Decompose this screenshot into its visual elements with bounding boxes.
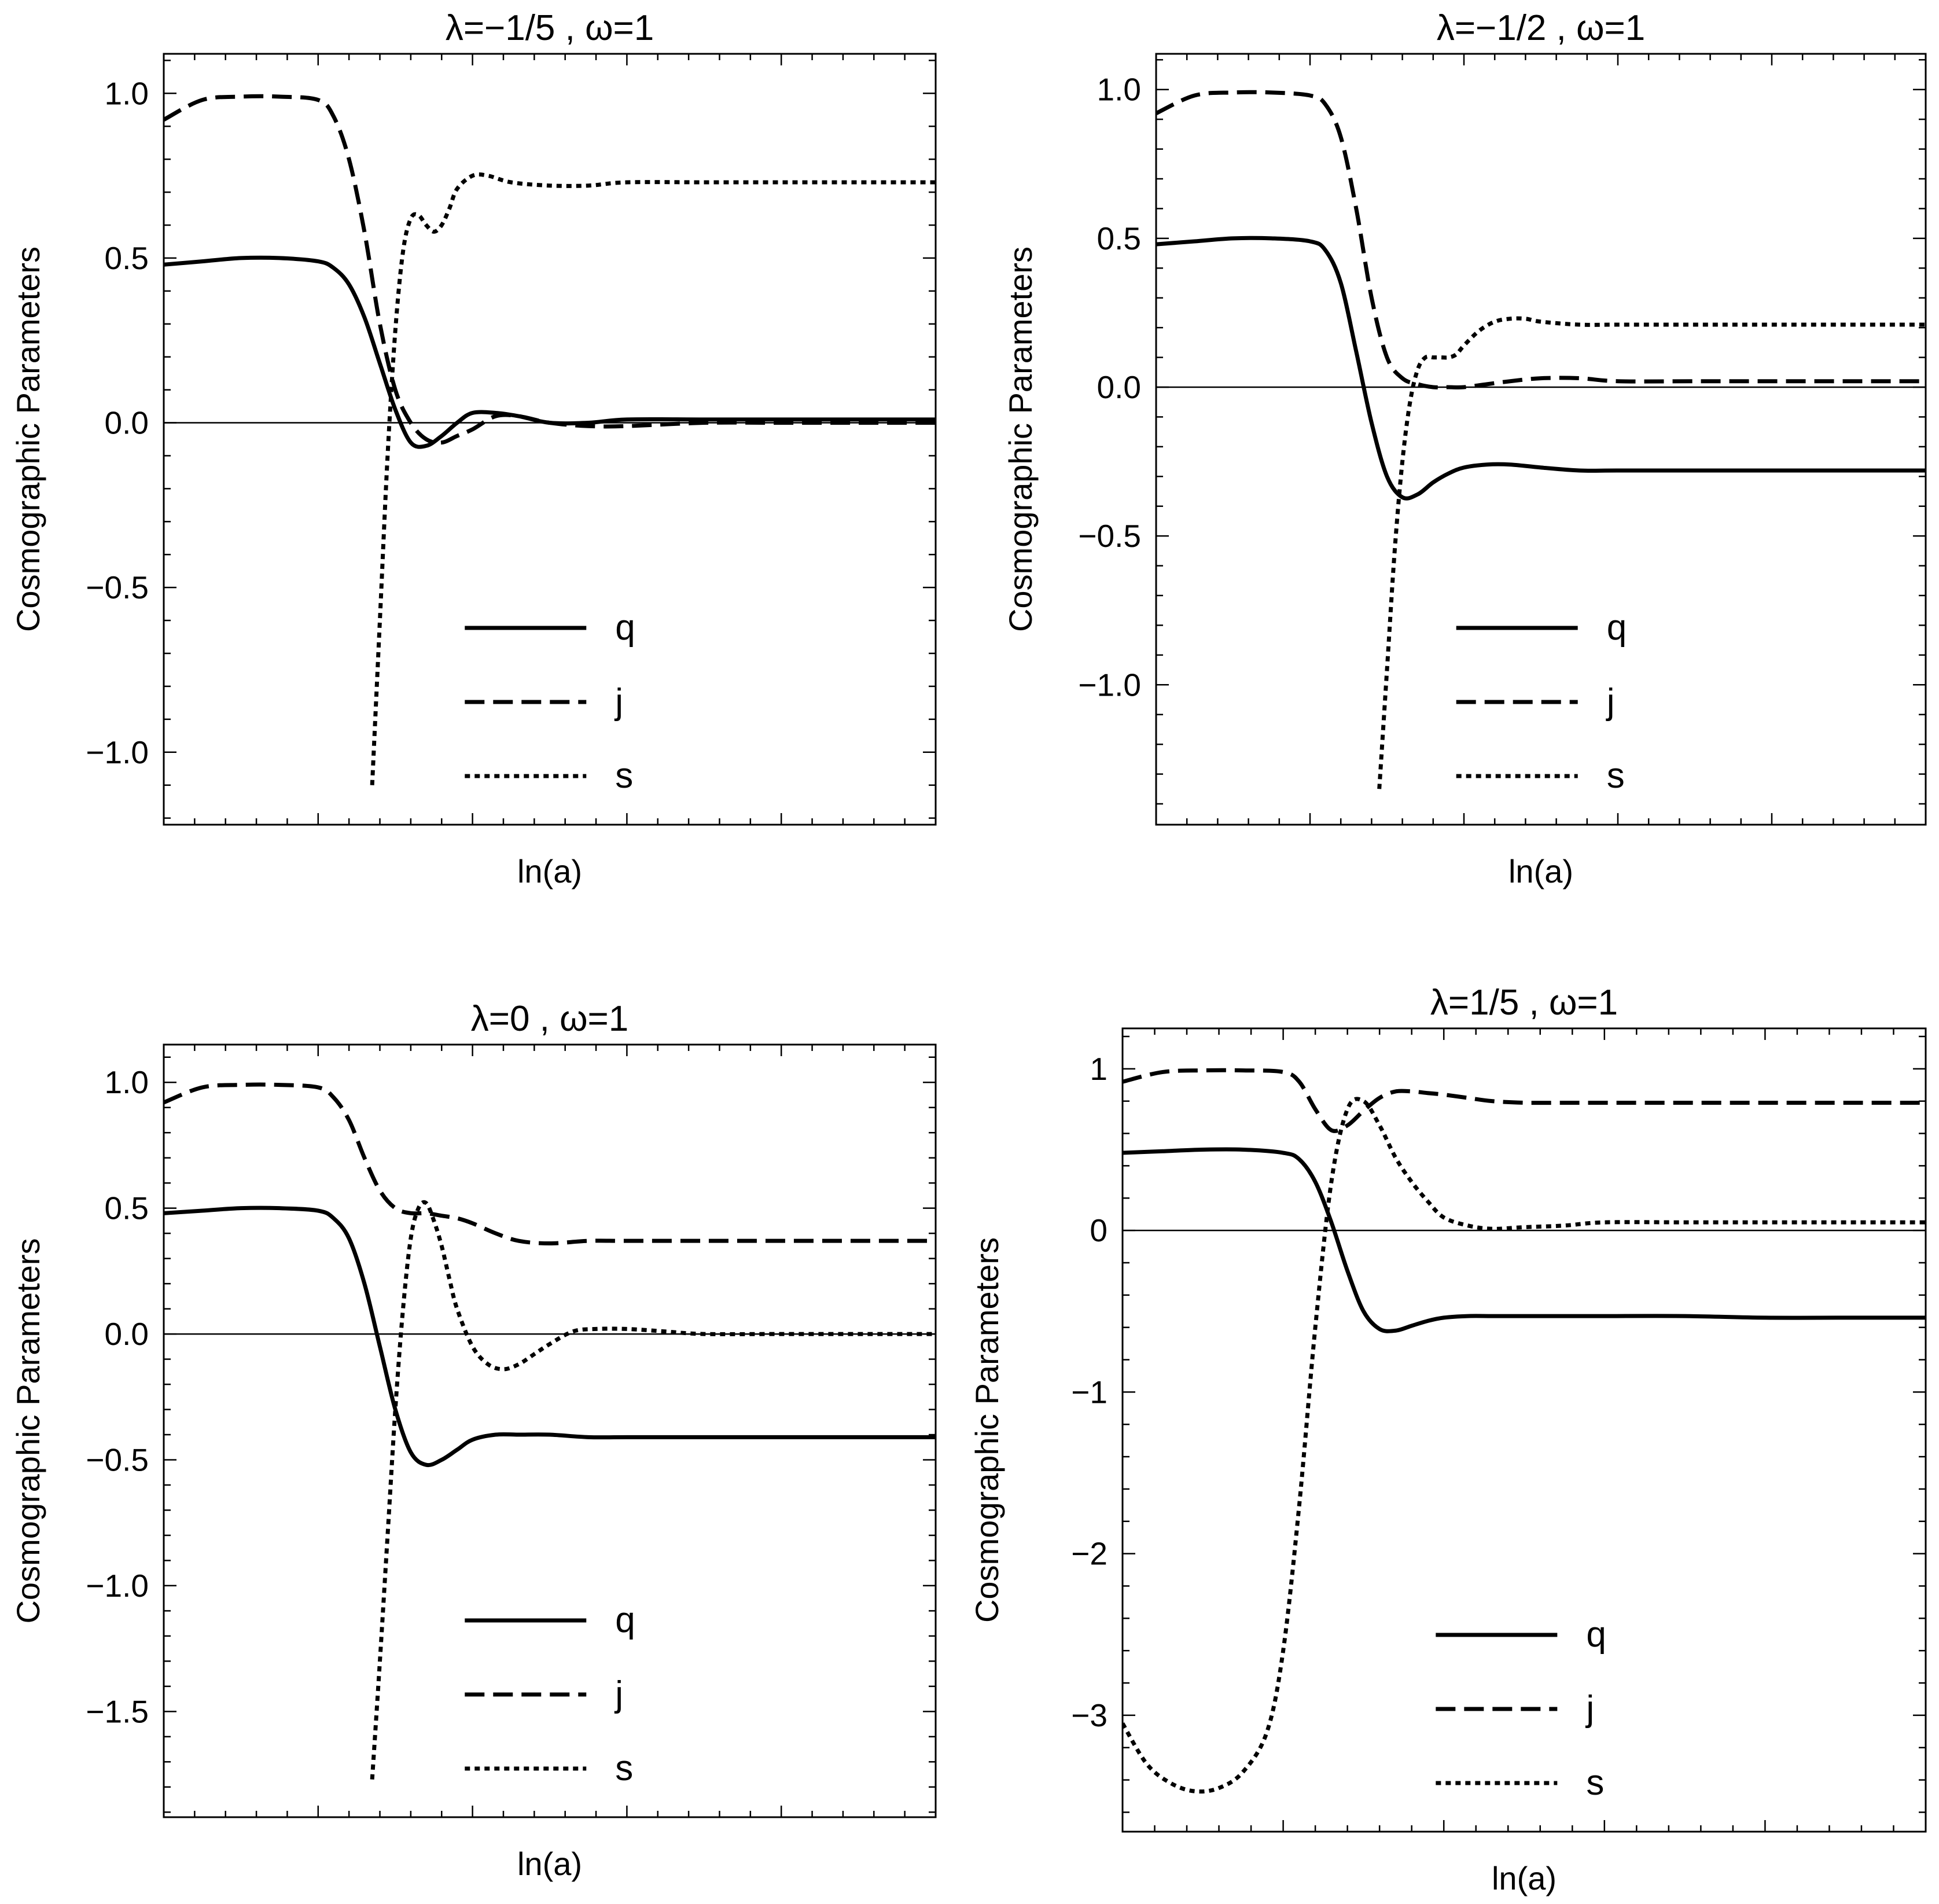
series-line-j	[1156, 90, 1926, 389]
plot-frame	[163, 53, 937, 826]
panel-title: λ=0 , ω=1	[471, 999, 628, 1039]
series-line-q	[164, 1205, 936, 1468]
y-axis-label: Cosmographic Parameters	[1002, 247, 1039, 632]
plot-frame	[1155, 53, 1927, 826]
series-line-j	[164, 94, 936, 445]
legend-label-q: q	[1607, 608, 1627, 648]
y-tick-label: 1	[1090, 1051, 1108, 1087]
panel-1: 1.0 0.5 0.0 −0.5 −1.0 λ=−1/5 , ω=1 ln(a) Cosmog…	[10, 8, 937, 889]
y-tick-label: 1.0	[105, 1064, 149, 1100]
legend-label-s: s	[615, 756, 633, 796]
plot-frame	[163, 1043, 937, 1818]
series-line-s	[370, 1200, 936, 1780]
y-tick-label: 0.5	[105, 1190, 149, 1226]
y-tick-label: −0.5	[86, 1442, 149, 1478]
panel-2: 1.0 0.5 0.0 −0.5 −1.0 λ=−1/2 , ω=1 ln(a) Cosmog…	[1002, 8, 1927, 889]
y-tick-label: −1.5	[86, 1693, 149, 1729]
series-line-s	[1123, 1097, 1926, 1794]
legend-label-j: j	[614, 1674, 623, 1714]
y-tick-label: −1.0	[86, 734, 149, 770]
series-line-j	[164, 1082, 936, 1246]
y-tick-label: −3	[1071, 1697, 1108, 1733]
y-tick-label: −1.0	[86, 1568, 149, 1604]
panel-4: 1 0 −1 −2 −3 λ=1/5 , ω=1 ln(a) Cosmographic Par…	[969, 983, 1927, 1896]
y-tick-label: 1.0	[105, 75, 149, 111]
panel-title: λ=−1/5 , ω=1	[446, 8, 654, 48]
legend-label-q: q	[615, 1600, 635, 1640]
y-tick-label: −2	[1071, 1536, 1108, 1572]
legend-label-j: j	[1585, 1689, 1594, 1729]
y-tick-label: 1.0	[1097, 72, 1141, 108]
series-line-s	[370, 172, 936, 785]
y-tick-label: 0.0	[105, 1316, 149, 1352]
y-tick-label: 0.5	[1097, 220, 1141, 256]
legend-label-j: j	[614, 682, 623, 722]
y-tick-label: 0	[1090, 1212, 1108, 1248]
series-line-j	[1123, 1068, 1926, 1133]
plot-frame	[1121, 1027, 1927, 1833]
x-axis-label: ln(a)	[517, 853, 582, 889]
legend-label-q: q	[615, 608, 635, 648]
y-tick-label: −1	[1071, 1374, 1108, 1410]
series-line-q	[1156, 236, 1926, 501]
y-tick-label: −0.5	[86, 569, 149, 605]
y-tick-label: −1.0	[1078, 667, 1141, 703]
series-line-q	[1123, 1147, 1926, 1333]
legend-label-s: s	[1586, 1763, 1604, 1803]
legend-label-s: s	[1607, 756, 1625, 796]
x-axis-label: ln(a)	[1492, 1860, 1557, 1896]
series-line-q	[164, 255, 936, 449]
y-tick-label: 0.0	[1097, 369, 1141, 405]
y-tick-label: 0.0	[105, 405, 149, 441]
y-axis-label: Cosmographic Parameters	[10, 1238, 46, 1623]
panel-3: 1.0 0.5 0.0 −0.5 −1.0 −1.5 λ=0 , ω=1 ln(a) Cosmo…	[10, 999, 937, 1882]
legend-label-j: j	[1606, 682, 1615, 722]
panel-title: λ=1/5 , ω=1	[1430, 983, 1618, 1023]
legend-label-q: q	[1586, 1615, 1606, 1655]
panel-title: λ=−1/2 , ω=1	[1437, 8, 1645, 48]
series-line-s	[1377, 316, 1926, 789]
legend-label-s: s	[615, 1748, 633, 1788]
y-tick-label: 0.5	[105, 240, 149, 276]
x-axis-label: ln(a)	[1508, 853, 1573, 889]
y-axis-label: Cosmographic Parameters	[10, 247, 46, 632]
y-axis-label: Cosmographic Parameters	[969, 1237, 1005, 1623]
y-tick-label: −0.5	[1078, 518, 1141, 554]
x-axis-label: ln(a)	[517, 1846, 582, 1882]
